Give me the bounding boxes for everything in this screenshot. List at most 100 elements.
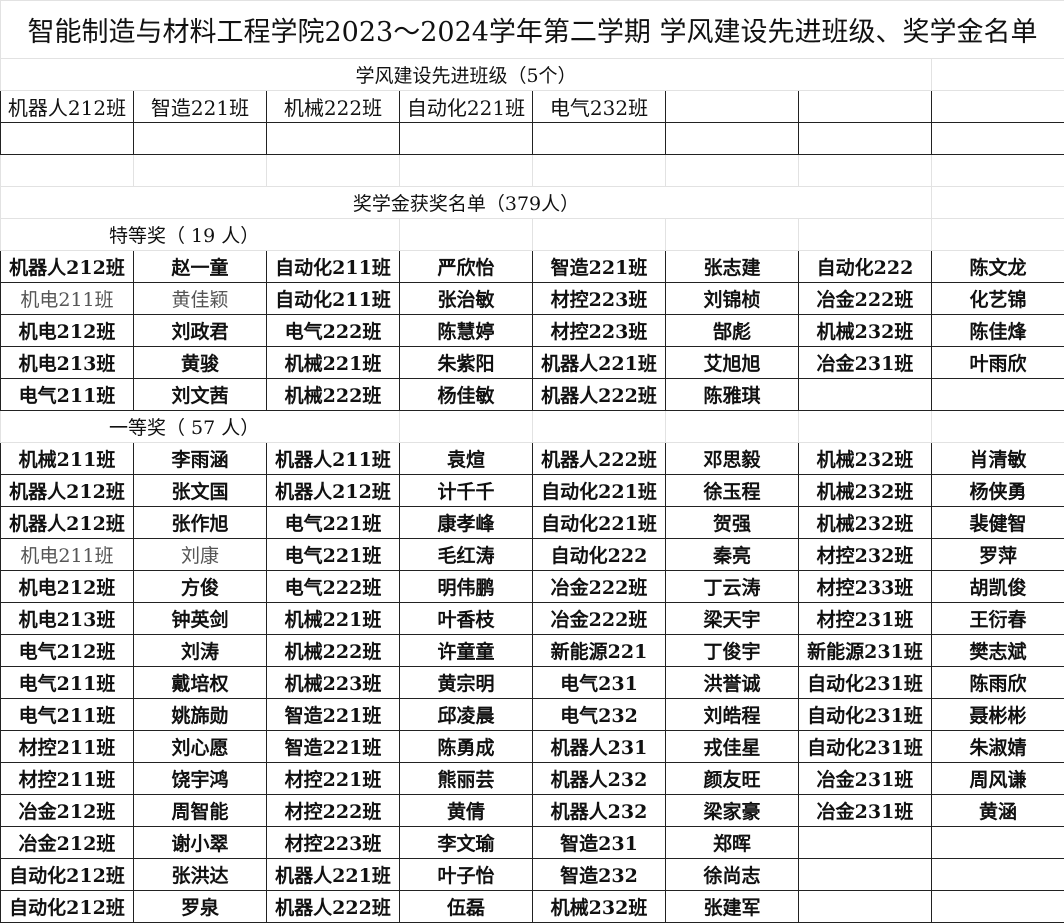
student-name-cell: 叶香枝 — [399, 602, 533, 635]
class-cell: 自动化231班 — [798, 730, 932, 763]
class-cell: 新能源231班 — [798, 634, 932, 667]
student-name-cell: 李文瑜 — [399, 826, 533, 859]
student-name-cell: 严欣怡 — [399, 250, 533, 283]
student-name-cell — [930, 890, 1064, 923]
class-cell: 电气211班 — [0, 666, 134, 699]
class-cell: 机电213班 — [0, 346, 134, 379]
special-prize-row: 机电212班 刘政君 电气222班 陈慧婷 材控223班 郜彪 机械232班 陈佳烽 — [0, 314, 1064, 347]
advanced-class-cell: 智造221班 — [133, 90, 267, 123]
class-cell: 机器人222班 — [532, 378, 666, 411]
scholarship-heading: 奖学金获奖名单（379人） — [0, 186, 932, 219]
student-name-cell: 贺强 — [665, 506, 799, 539]
student-name-cell: 赵一童 — [133, 250, 267, 283]
student-name-cell: 徐尚志 — [665, 858, 799, 891]
class-cell: 电气212班 — [0, 634, 134, 667]
class-cell: 电气231 — [532, 666, 666, 699]
student-name-cell: 袁煊 — [399, 442, 533, 475]
class-cell — [798, 890, 932, 923]
first-prize-heading: 一等奖（ 57 人） — [0, 410, 400, 443]
class-cell: 机械222班 — [266, 378, 400, 411]
student-name-cell — [930, 378, 1064, 411]
class-cell — [798, 378, 932, 411]
student-name-cell: 方俊 — [133, 570, 267, 603]
advanced-class-cell: 自动化221班 — [399, 90, 533, 123]
class-cell: 机器人221班 — [266, 858, 400, 891]
class-cell: 电气232 — [532, 698, 666, 731]
student-name-cell: 刘康 — [133, 538, 267, 571]
special-prize-row: 电气211班 刘文茜 机械222班 杨佳敏 机器人222班 陈雅琪 — [0, 378, 1064, 411]
class-cell: 自动化231班 — [798, 666, 932, 699]
student-name-cell — [930, 826, 1064, 859]
class-cell: 机器人232 — [532, 794, 666, 827]
first-prize-row: 机电212班 方俊 电气222班 明伟鹏 冶金222班 丁云涛 材控233班 胡凯俊 — [0, 570, 1064, 603]
class-cell: 机电211班 — [0, 538, 134, 571]
class-cell: 冶金231班 — [798, 762, 932, 795]
student-name-cell: 王衍春 — [930, 602, 1064, 635]
class-cell: 电气222班 — [266, 570, 400, 603]
student-name-cell: 陈慧婷 — [399, 314, 533, 347]
class-cell: 自动化221班 — [532, 474, 666, 507]
student-name-cell: 胡凯俊 — [930, 570, 1064, 603]
student-name-cell: 裴健智 — [930, 506, 1064, 539]
class-cell: 材控223班 — [532, 282, 666, 315]
class-cell: 自动化211班 — [266, 282, 400, 315]
class-cell: 电气221班 — [266, 506, 400, 539]
student-name-cell: 熊丽芸 — [399, 762, 533, 795]
student-name-cell: 许童童 — [399, 634, 533, 667]
class-cell: 机器人212班 — [0, 474, 134, 507]
student-name-cell — [930, 858, 1064, 891]
student-name-cell: 陈文龙 — [930, 250, 1064, 283]
first-prize-row: 机器人212班 张作旭 电气221班 康孝峰 自动化221班 贺强 机械232班 裴健智 — [0, 506, 1064, 539]
student-name-cell: 徐玉程 — [665, 474, 799, 507]
class-cell: 机器人212班 — [0, 250, 134, 283]
student-name-cell: 黄佳颖 — [133, 282, 267, 315]
student-name-cell: 计千千 — [399, 474, 533, 507]
class-cell: 机械221班 — [266, 602, 400, 635]
class-cell: 机械232班 — [798, 442, 932, 475]
student-name-cell: 丁云涛 — [665, 570, 799, 603]
class-cell: 机械232班 — [798, 474, 932, 507]
first-prize-heading-row: 一等奖（ 57 人） — [0, 410, 1064, 443]
class-cell: 机电213班 — [0, 602, 134, 635]
first-prize-row: 自动化212班 罗泉 机器人222班 伍磊 机械232班 张建军 — [0, 890, 1064, 923]
class-cell: 电气221班 — [266, 538, 400, 571]
class-cell: 机电211班 — [0, 282, 134, 315]
advanced-class-cell: 电气232班 — [532, 90, 666, 123]
class-cell: 材控233班 — [798, 570, 932, 603]
class-cell: 材控231班 — [798, 602, 932, 635]
class-cell: 智造221班 — [266, 698, 400, 731]
first-prize-row: 材控211班 刘心愿 智造221班 陈勇成 机器人231 戎佳星 自动化231班 朱淑婧 — [0, 730, 1064, 763]
sheet-title: 智能制造与材料工程学院2023～2024学年第二学期 学风建设先进班级、奖学金名… — [0, 0, 1064, 59]
student-name-cell: 邱凌晨 — [399, 698, 533, 731]
advanced-classes-row: 机器人212班 智造221班 机械222班 自动化221班 电气232班 — [0, 90, 1064, 123]
class-cell: 自动化221班 — [532, 506, 666, 539]
student-name-cell: 肖清敏 — [930, 442, 1064, 475]
class-cell: 智造232 — [532, 858, 666, 891]
special-prize-heading: 特等奖（ 19 人） — [0, 218, 400, 251]
student-name-cell: 朱淑婧 — [930, 730, 1064, 763]
class-cell: 机电212班 — [0, 570, 134, 603]
student-name-cell: 黄宗明 — [399, 666, 533, 699]
student-name-cell: 张建军 — [665, 890, 799, 923]
class-cell: 智造231 — [532, 826, 666, 859]
student-name-cell: 刘涛 — [133, 634, 267, 667]
student-name-cell: 陈雨欣 — [930, 666, 1064, 699]
student-name-cell: 钟英剑 — [133, 602, 267, 635]
class-cell — [798, 826, 932, 859]
first-prize-row: 机器人212班 张文国 机器人212班 计千千 自动化221班 徐玉程 机械232班 杨侠勇 — [0, 474, 1064, 507]
class-cell: 机器人222班 — [532, 442, 666, 475]
advanced-classes-heading-row: 学风建设先进班级（5个） — [0, 58, 1064, 91]
special-prize-row: 机器人212班 赵一童 自动化211班 严欣怡 智造221班 张志建 自动化222 陈文龙 — [0, 250, 1064, 283]
first-prize-row: 自动化212班 张洪达 机器人221班 叶子怡 智造232 徐尚志 — [0, 858, 1064, 891]
class-cell: 机器人222班 — [266, 890, 400, 923]
class-cell: 冶金222班 — [798, 282, 932, 315]
student-name-cell: 黄倩 — [399, 794, 533, 827]
student-name-cell: 朱紫阳 — [399, 346, 533, 379]
class-cell: 机械232班 — [798, 506, 932, 539]
first-prize-row: 机电213班 钟英剑 机械221班 叶香枝 冶金222班 梁天宇 材控231班 王衍春 — [0, 602, 1064, 635]
class-cell: 电气222班 — [266, 314, 400, 347]
class-cell: 自动化211班 — [266, 250, 400, 283]
empty-row — [0, 154, 1064, 187]
student-name-cell: 张治敏 — [399, 282, 533, 315]
